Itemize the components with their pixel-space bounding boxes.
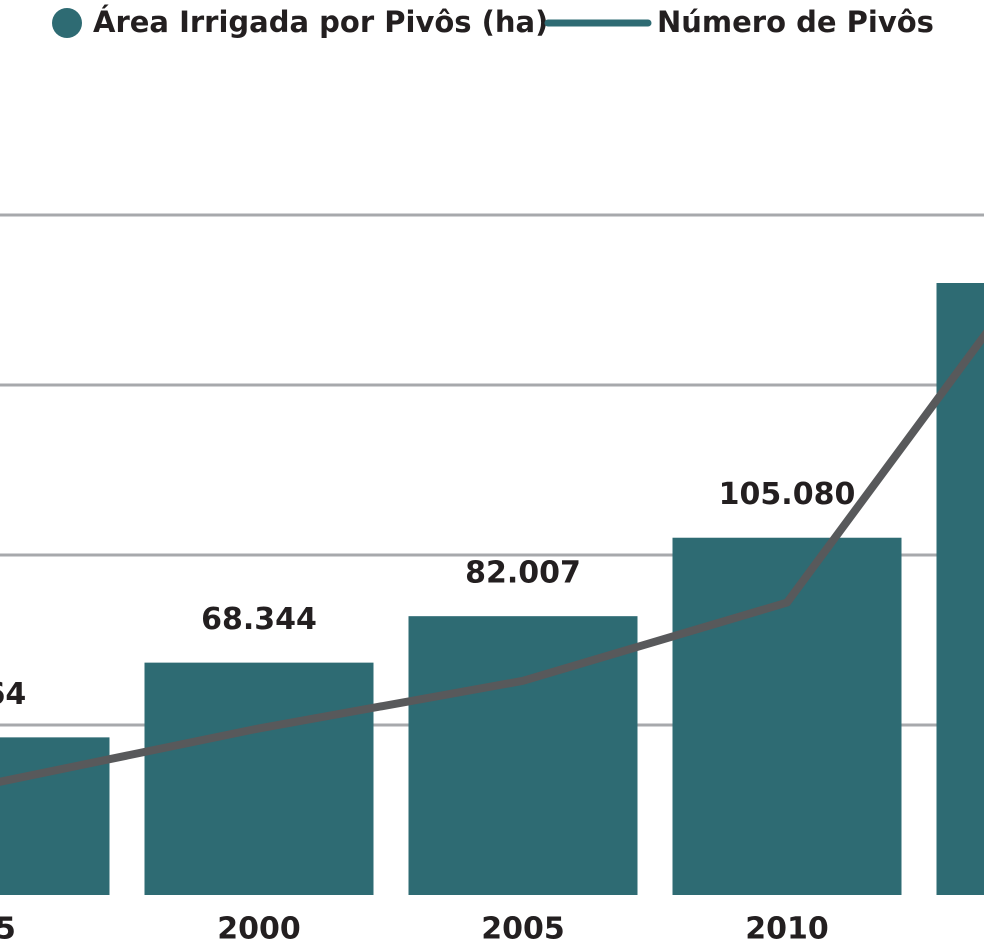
value-label: 82.007: [465, 556, 581, 591]
line: [0, 329, 984, 786]
value-label: 68.344: [201, 602, 317, 637]
bar: [672, 537, 902, 895]
x-tick-label: 95: [0, 912, 16, 947]
legend-label: Número de Pivôs: [657, 5, 934, 39]
legend-swatch-bar: [52, 8, 82, 38]
x-tick-label: 2010: [745, 912, 829, 947]
x-tick-label: 2000: [217, 912, 301, 947]
bar: [144, 662, 374, 895]
bar: [408, 616, 638, 895]
legend-label: Área Irrigada por Pivôs (ha): [93, 5, 548, 39]
value-label: 105.080: [719, 477, 856, 512]
value-label: 364: [0, 677, 26, 712]
x-tick-label: 2005: [481, 912, 565, 947]
